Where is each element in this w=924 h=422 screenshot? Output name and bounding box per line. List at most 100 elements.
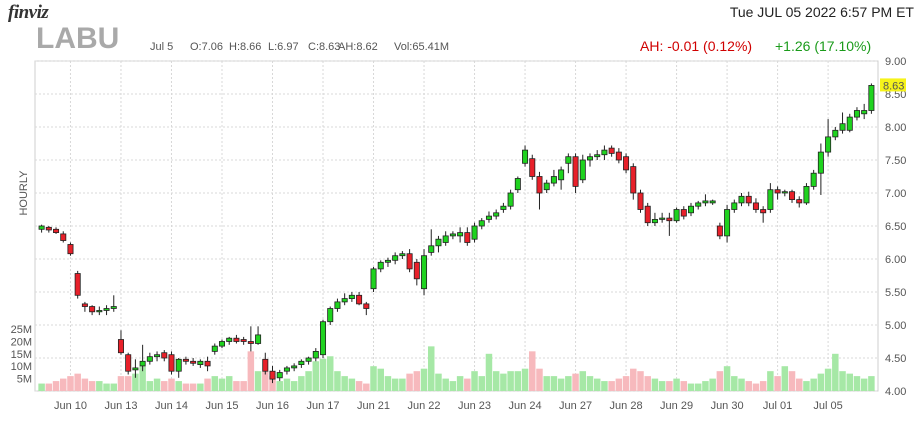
volume-bar xyxy=(341,376,348,391)
volume-bar xyxy=(478,376,486,391)
candle-body xyxy=(485,215,492,220)
candle-body xyxy=(298,360,305,365)
candle-body xyxy=(774,189,781,194)
candle-body xyxy=(175,358,182,372)
volume-bar xyxy=(218,378,226,391)
price-tick-label: 7.00 xyxy=(885,188,906,200)
candle-body xyxy=(868,85,875,111)
volume-bar xyxy=(543,376,550,391)
candle-body xyxy=(38,225,45,230)
candle-body xyxy=(240,339,247,342)
candle-body xyxy=(204,360,211,367)
volume-bar xyxy=(298,376,305,391)
candle-body xyxy=(507,192,514,207)
last-price-label: 8.63 xyxy=(883,80,904,92)
volume-bar xyxy=(615,378,623,391)
date-tick-label: Jun 27 xyxy=(559,400,592,412)
candle-body xyxy=(312,350,319,359)
candle-body xyxy=(211,345,218,352)
candle-body xyxy=(435,238,442,247)
volume-bar xyxy=(161,381,168,391)
candle-body xyxy=(334,301,341,309)
volume-bar xyxy=(658,381,666,391)
candle-body xyxy=(399,253,406,257)
volume-bar xyxy=(608,381,615,391)
candle-body xyxy=(738,195,745,204)
date-tick-label: Jun 23 xyxy=(458,400,491,412)
volume-bar xyxy=(233,381,240,391)
volume-bar xyxy=(377,368,384,391)
volume-bar xyxy=(348,378,356,391)
volume-bar xyxy=(262,371,269,391)
volume-bar xyxy=(312,361,320,391)
volume-bar xyxy=(731,376,738,391)
candle-body xyxy=(125,354,132,372)
finviz-logo: finviz xyxy=(8,2,49,23)
ohlc-volume: Vol:65.41M xyxy=(394,41,450,53)
volume-bar xyxy=(52,381,60,391)
price-tick-label: 6.00 xyxy=(885,254,906,266)
candle-body xyxy=(305,357,312,362)
candle-body xyxy=(182,358,189,362)
date-tick-label: Jul 05 xyxy=(813,400,842,412)
volume-bar xyxy=(204,378,211,391)
price-tick-label: 9.00 xyxy=(885,56,906,68)
candle-body xyxy=(586,156,593,161)
volume-bar xyxy=(45,383,53,391)
volume-bar xyxy=(593,378,601,391)
candle-body xyxy=(478,220,485,227)
candle-body xyxy=(803,185,810,204)
candle-body xyxy=(139,360,146,367)
volume-bar xyxy=(492,371,500,391)
volume-bar xyxy=(810,378,817,391)
candle-body xyxy=(846,116,853,131)
volume-bar xyxy=(572,373,579,391)
volume-bar xyxy=(550,376,558,391)
candle-body xyxy=(825,136,832,153)
candle-body xyxy=(644,205,651,224)
volume-bar xyxy=(622,376,630,391)
candle-body xyxy=(341,298,348,303)
volume-bar xyxy=(139,366,146,391)
candle-body xyxy=(421,255,428,290)
volume-bar xyxy=(254,371,262,391)
volume-bar xyxy=(442,378,449,391)
volume-bar xyxy=(81,378,89,391)
volume-bar xyxy=(427,346,435,391)
volume-tick-label: 15M xyxy=(11,349,32,361)
candle-body xyxy=(67,244,74,255)
volume-bar xyxy=(680,381,688,391)
ohlc-close: C:8.63 xyxy=(308,41,341,53)
price-tick-label: 5.50 xyxy=(885,287,906,299)
candle-body xyxy=(190,360,197,364)
volume-bar xyxy=(839,371,846,391)
candle-body xyxy=(601,149,608,156)
candle-body xyxy=(781,191,788,194)
ohlc-high: H:8.66 xyxy=(229,41,262,53)
date-tick-label: Jun 16 xyxy=(256,400,289,412)
volume-bar xyxy=(557,378,565,391)
volume-bar xyxy=(290,381,298,391)
price-tick-label: 7.50 xyxy=(885,155,906,167)
candle-body xyxy=(550,176,557,184)
volume-bar xyxy=(565,376,572,391)
volume-bar xyxy=(399,378,406,391)
date-tick-label: Jun 29 xyxy=(660,400,693,412)
candle-body xyxy=(247,341,254,344)
volume-tick-label: 5M xyxy=(17,374,32,386)
candle-body xyxy=(457,232,464,237)
candle-body xyxy=(146,356,153,362)
candle-body xyxy=(666,217,673,222)
volume-bar xyxy=(500,373,507,391)
candle-body xyxy=(74,273,81,296)
daily-change: +1.26 (17.10%) xyxy=(775,38,872,54)
ohlc-open: O:7.06 xyxy=(190,41,224,53)
candle-body xyxy=(579,159,586,181)
date-tick-label: Jun 17 xyxy=(306,400,339,412)
candle-body xyxy=(594,154,601,158)
volume-bar xyxy=(723,366,731,391)
volume-bar xyxy=(110,383,118,391)
price-tick-label: 8.50 xyxy=(885,89,906,101)
candle-body xyxy=(745,195,752,204)
